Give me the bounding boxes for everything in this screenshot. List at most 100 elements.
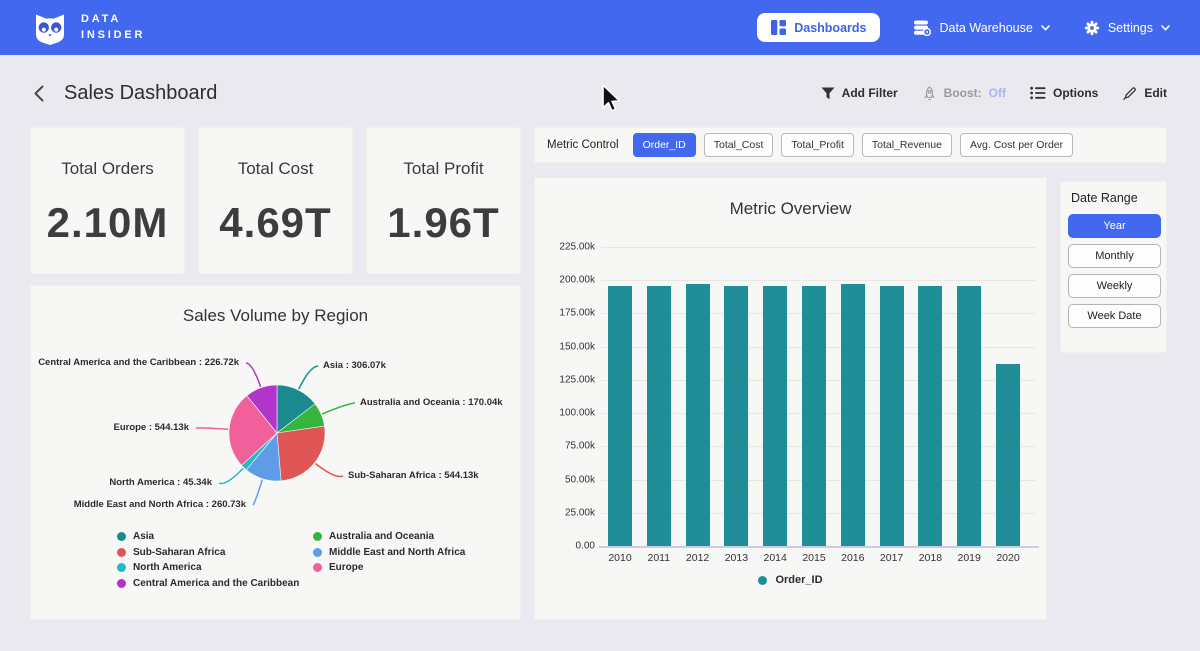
kpi-card-total-orders: Total Orders 2.10M: [30, 127, 185, 274]
metric-option-total-revenue[interactable]: Total_Revenue: [862, 133, 952, 157]
bar-chart-card: Metric Overview 0.0025.00k50.00k75.00k10…: [534, 177, 1047, 620]
x-axis-tick: 2012: [678, 552, 718, 564]
pencil-icon: [1122, 86, 1137, 101]
kpi-value: 4.69T: [199, 199, 352, 247]
kpi-value: 1.96T: [367, 199, 520, 247]
x-axis-tick: 2020: [988, 552, 1028, 564]
y-axis-tick: 75.00k: [537, 441, 595, 452]
pie-slice-sub-saharan-africa[interactable]: [277, 426, 325, 481]
bar-2014[interactable]: [763, 286, 787, 546]
y-axis-tick: 225.00k: [537, 242, 595, 253]
x-axis-line: [599, 546, 1039, 548]
metric-control-buttons: Order_ID Total_Cost Total_Profit Total_Reve…: [633, 133, 1074, 157]
list-icon: [1030, 86, 1046, 100]
legend-label: Sub-Saharan Africa: [133, 547, 225, 558]
nav-data-warehouse-button[interactable]: Data Warehouse: [914, 20, 1049, 36]
owl-logo-icon: [32, 11, 68, 45]
metric-option-total-cost[interactable]: Total_Cost: [704, 133, 774, 157]
x-axis-tick: 2018: [910, 552, 950, 564]
brand-line2: INSIDER: [81, 28, 145, 44]
bar-2016[interactable]: [841, 284, 865, 546]
pie-callout-north-america: North America : 45.34k: [109, 477, 212, 488]
metric-option-total-profit[interactable]: Total_Profit: [781, 133, 854, 157]
nav-data-warehouse-label: Data Warehouse: [939, 21, 1032, 35]
bar-chart-legend: Order_ID: [535, 574, 1046, 586]
legend-label: Asia: [133, 531, 154, 542]
bar-2013[interactable]: [724, 286, 748, 546]
bar-2018[interactable]: [918, 286, 942, 546]
add-filter-button[interactable]: Add Filter: [821, 86, 898, 100]
nav-settings-button[interactable]: Settings: [1084, 20, 1170, 36]
pie-legend-item-australia-and-oceania[interactable]: Australia and Oceania: [313, 531, 465, 542]
y-axis-tick: 150.00k: [537, 341, 595, 352]
metric-option-order-id[interactable]: Order_ID: [633, 133, 696, 157]
options-button[interactable]: Options: [1030, 86, 1098, 100]
date-range-option-weekly[interactable]: Weekly: [1068, 274, 1161, 298]
edit-button[interactable]: Edit: [1122, 86, 1167, 101]
pie-callout-middle-east-and-north-africa: Middle East and North Africa : 260.73k: [74, 499, 246, 510]
pie-legend-item-sub-saharan-africa[interactable]: Sub-Saharan Africa: [117, 547, 313, 558]
options-label: Options: [1053, 86, 1098, 100]
boost-label: Boost:: [944, 86, 982, 100]
pie-leader-line: [253, 480, 262, 505]
legend-label: North America: [133, 562, 202, 573]
kpi-label: Total Profit: [367, 159, 520, 179]
add-filter-label: Add Filter: [842, 86, 898, 100]
bar-2012[interactable]: [686, 284, 710, 546]
pie-legend: Asia Sub-Saharan Africa North America Centr…: [117, 531, 465, 589]
legend-label: Europe: [329, 562, 363, 573]
bar-2020[interactable]: [996, 364, 1020, 546]
date-range-option-year[interactable]: Year: [1068, 214, 1161, 238]
chevron-down-icon: [1161, 25, 1170, 31]
y-axis-tick: 50.00k: [537, 474, 595, 485]
back-button[interactable]: [28, 82, 50, 104]
gear-icon: [1084, 20, 1100, 36]
chevron-left-icon: [34, 85, 44, 102]
bar-2015[interactable]: [802, 286, 826, 546]
x-axis-tick: 2013: [716, 552, 756, 564]
boost-toggle[interactable]: Boost: Off: [922, 86, 1006, 101]
legend-dot: [758, 576, 767, 585]
bar-2010[interactable]: [608, 286, 632, 546]
kpi-label: Total Orders: [31, 159, 184, 179]
legend-dot: [117, 563, 126, 572]
brand-line1: DATA: [81, 12, 145, 28]
pie-legend-item-central-america-and-the-caribbean[interactable]: Central America and the Caribbean: [117, 578, 313, 589]
legend-label: Middle East and North Africa: [329, 547, 465, 558]
database-icon: [914, 20, 931, 36]
legend-item-order-id[interactable]: Order_ID: [758, 574, 822, 586]
pie-leader-line: [299, 366, 318, 389]
brand: DATA INSIDER: [32, 11, 145, 45]
bar-2019[interactable]: [957, 286, 981, 546]
kpi-card-total-profit: Total Profit 1.96T: [366, 127, 521, 274]
y-axis-tick: 25.00k: [537, 507, 595, 518]
gridline: [601, 280, 1036, 281]
bar-2017[interactable]: [880, 286, 904, 546]
date-range-option-monthly[interactable]: Monthly: [1068, 244, 1161, 268]
pie-callout-europe: Europe : 544.13k: [113, 422, 189, 433]
dashboard-grid-icon: [771, 20, 786, 35]
pie-leader-line: [219, 468, 243, 483]
legend-label: Australia and Oceania: [329, 531, 434, 542]
rocket-icon: [922, 86, 937, 101]
pie-legend-item-asia[interactable]: Asia: [117, 531, 313, 542]
legend-dot: [117, 532, 126, 541]
metric-option-avg-cost-per-order[interactable]: Avg. Cost per Order: [960, 133, 1073, 157]
top-nav: DATA INSIDER Dashboards: [0, 0, 1200, 55]
pie-legend-item-middle-east-and-north-africa[interactable]: Middle East and North Africa: [313, 547, 465, 558]
chevron-down-icon: [1041, 25, 1050, 31]
edit-label: Edit: [1144, 86, 1167, 100]
bar-2011[interactable]: [647, 286, 671, 546]
pie-legend-item-north-america[interactable]: North America: [117, 562, 313, 573]
page-header: Sales Dashboard Add Filter Boost: Off: [28, 78, 1167, 108]
pie-callout-central-america-and-the-caribbean: Central America and the Caribbean : 226.…: [38, 357, 239, 368]
nav-settings-label: Settings: [1108, 21, 1153, 35]
filter-funnel-icon: [821, 87, 835, 100]
date-range-option-week-date[interactable]: Week Date: [1068, 304, 1161, 328]
pie-legend-item-europe[interactable]: Europe: [313, 562, 465, 573]
kpi-label: Total Cost: [199, 159, 352, 179]
pie-leader-line: [315, 464, 343, 477]
nav-dashboards-button[interactable]: Dashboards: [757, 13, 880, 42]
pie-callout-australia-and-oceania: Australia and Oceania : 170.04k: [360, 397, 503, 408]
pie-callout-asia: Asia : 306.07k: [323, 360, 386, 371]
